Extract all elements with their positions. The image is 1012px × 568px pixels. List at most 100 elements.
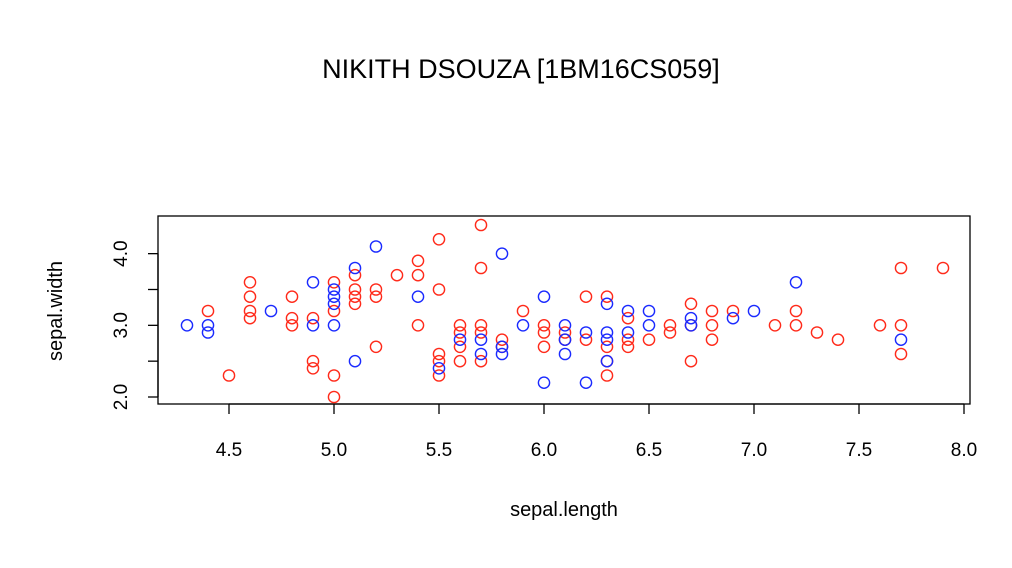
data-point — [663, 318, 677, 332]
data-point — [726, 304, 740, 318]
data-point — [474, 218, 488, 232]
data-point — [495, 247, 509, 260]
data-point — [411, 290, 425, 304]
data-point — [621, 333, 635, 347]
data-point — [558, 318, 572, 332]
data-point — [327, 390, 341, 404]
data-point — [537, 340, 551, 354]
data-point — [201, 326, 215, 339]
data-point — [348, 261, 362, 275]
data-point — [621, 304, 635, 318]
data-point — [579, 376, 593, 390]
data-point — [789, 318, 803, 332]
data-point — [747, 304, 761, 318]
data-point — [810, 326, 824, 339]
y-axis: 2.0 3.0 4.0 — [111, 240, 159, 410]
data-point — [348, 297, 362, 311]
data-point — [768, 318, 782, 332]
data-point — [621, 340, 635, 354]
data-point — [684, 297, 698, 311]
data-point — [558, 326, 572, 339]
x-tick-label: 6.5 — [636, 440, 662, 461]
data-point — [369, 283, 383, 296]
plot-frame — [157, 215, 971, 405]
data-point — [222, 369, 236, 382]
x-tick-label: 5.5 — [426, 440, 452, 461]
data-point — [453, 354, 467, 368]
data-point — [306, 318, 320, 332]
data-point — [789, 304, 803, 318]
data-point — [495, 340, 509, 354]
data-point — [201, 304, 215, 318]
data-point — [600, 333, 614, 347]
data-point — [306, 354, 320, 368]
data-point — [705, 333, 719, 347]
data-point — [537, 290, 551, 304]
data-point — [411, 254, 425, 268]
data-point — [579, 333, 593, 347]
x-axis-label: sepal.length — [510, 499, 618, 521]
data-points — [180, 218, 950, 404]
data-point — [432, 354, 446, 368]
data-point — [432, 361, 446, 375]
data-point — [327, 304, 341, 318]
data-point — [243, 311, 257, 325]
data-point — [369, 290, 383, 304]
data-point — [327, 297, 341, 311]
data-point — [327, 369, 341, 382]
data-point — [537, 376, 551, 390]
data-point — [894, 333, 908, 347]
data-point — [306, 311, 320, 325]
data-point — [663, 326, 677, 339]
data-point — [453, 333, 467, 347]
data-point — [579, 326, 593, 339]
data-point — [558, 347, 572, 361]
data-point — [390, 268, 404, 282]
data-point — [348, 354, 362, 368]
data-point — [474, 333, 488, 347]
data-point — [348, 283, 362, 296]
data-point — [537, 318, 551, 332]
data-point — [600, 340, 614, 354]
data-point — [285, 290, 299, 304]
data-point — [936, 261, 950, 275]
data-point — [579, 290, 593, 304]
x-axis: 4.5 5.0 5.5 6.0 6.5 7.0 7.5 8.0 — [216, 403, 977, 461]
data-point — [600, 369, 614, 382]
data-point — [495, 347, 509, 361]
data-point — [474, 261, 488, 275]
y-tick-label: 4.0 — [111, 240, 132, 266]
x-tick-label: 5.0 — [321, 440, 347, 461]
x-tick-label: 7.0 — [741, 440, 767, 461]
data-point — [348, 268, 362, 282]
data-point — [474, 347, 488, 361]
data-point — [327, 283, 341, 296]
data-point — [726, 311, 740, 325]
data-point — [348, 290, 362, 304]
data-point — [432, 232, 446, 246]
data-point — [327, 290, 341, 304]
y-tick-label: 3.0 — [111, 312, 132, 338]
data-point — [432, 369, 446, 382]
data-point — [642, 304, 656, 318]
data-point — [642, 333, 656, 347]
data-point — [642, 318, 656, 332]
data-point — [453, 318, 467, 332]
y-tick-label: 2.0 — [111, 384, 132, 410]
data-point — [705, 318, 719, 332]
data-point — [894, 318, 908, 332]
x-tick-label: 7.5 — [846, 440, 872, 461]
data-point — [873, 318, 887, 332]
data-point — [831, 333, 845, 347]
data-point — [285, 311, 299, 325]
data-point — [453, 340, 467, 354]
data-point — [474, 354, 488, 368]
data-point — [684, 318, 698, 332]
data-point — [327, 275, 341, 289]
data-point — [789, 275, 803, 289]
x-tick-label: 6.0 — [531, 440, 557, 461]
data-point — [432, 347, 446, 361]
x-tick-label: 4.5 — [216, 440, 242, 461]
data-point — [495, 333, 509, 347]
